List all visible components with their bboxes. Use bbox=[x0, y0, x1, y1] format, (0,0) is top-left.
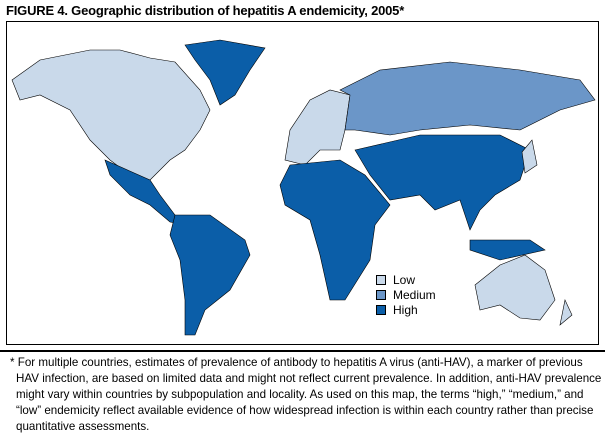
legend-swatch bbox=[376, 289, 386, 300]
legend-swatch bbox=[376, 274, 386, 285]
map-frame bbox=[6, 21, 599, 345]
region-north-america bbox=[11, 49, 211, 181]
region-japan bbox=[521, 139, 538, 174]
figure-title: FIGURE 4. Geographic distribution of hep… bbox=[6, 3, 405, 18]
legend-item-low: Low bbox=[376, 272, 436, 287]
region-south-america bbox=[169, 214, 251, 336]
region-southeast-asia-islands bbox=[469, 239, 546, 261]
legend-label: Low bbox=[393, 272, 416, 287]
region-greenland bbox=[184, 39, 266, 106]
legend-item-medium: Medium bbox=[376, 287, 436, 302]
world-map bbox=[11, 39, 596, 336]
region-new-zealand bbox=[559, 299, 573, 326]
region-australia bbox=[474, 254, 556, 321]
region-africa bbox=[279, 159, 391, 301]
legend-swatch bbox=[376, 304, 386, 315]
map-legend: Low Medium High bbox=[376, 272, 436, 317]
region-asia bbox=[354, 134, 531, 231]
region-russia bbox=[339, 61, 596, 136]
legend-label: Medium bbox=[393, 287, 436, 302]
footnote: * For multiple countries, estimates of p… bbox=[10, 356, 602, 433]
legend-label: High bbox=[393, 302, 418, 317]
divider bbox=[0, 350, 605, 352]
legend-item-high: High bbox=[376, 302, 436, 317]
region-europe bbox=[284, 89, 351, 166]
